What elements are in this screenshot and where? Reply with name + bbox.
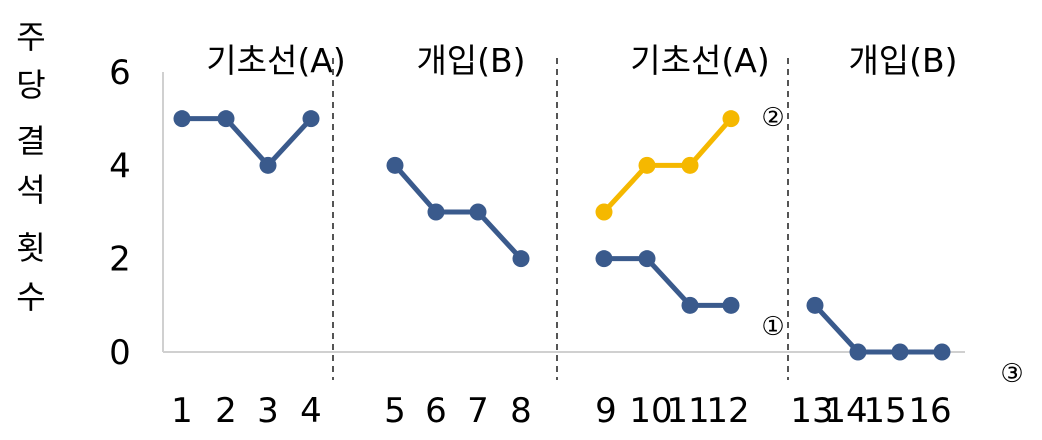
series-1-point <box>722 296 740 314</box>
series-1-point <box>302 110 320 128</box>
series-2-line-segment <box>601 116 734 215</box>
phase-label: 개입(B) <box>416 41 525 80</box>
series-1-line-segment <box>601 256 734 308</box>
series-1-line-segment <box>179 116 314 168</box>
x-tick-label: 11 <box>666 391 709 431</box>
series-1-point <box>891 343 909 361</box>
series-markers: ① ② ③ <box>761 103 1023 389</box>
y-axis-label-char: 당 <box>16 66 45 104</box>
series-1-point <box>595 250 613 268</box>
series-layer <box>173 110 951 361</box>
x-tick-label: 3 <box>257 391 279 431</box>
phase-label: 개입(B) <box>848 41 957 80</box>
series-2-point <box>681 156 699 174</box>
series-1-line-segment <box>392 162 524 262</box>
series-1-point <box>386 156 404 174</box>
series-2-point <box>595 203 613 221</box>
x-tick-label: 16 <box>908 391 951 431</box>
marker-label-1: ① <box>761 312 784 342</box>
series-1-point <box>173 110 191 128</box>
x-tick-label: 15 <box>863 391 906 431</box>
x-tick-label: 2 <box>215 391 237 431</box>
phase-dividers <box>332 58 789 380</box>
series-1-point <box>217 110 235 128</box>
phase-label: 기초선(A) <box>630 41 769 80</box>
y-axis-label-char: 결 <box>16 122 45 160</box>
y-tick-label: 0 <box>109 333 131 373</box>
series-1-point <box>259 156 277 174</box>
y-axis-label-char: 수 <box>16 278 45 316</box>
x-tick-label: 8 <box>510 391 532 431</box>
series-1-point <box>638 250 656 268</box>
phase-label: 기초선(A) <box>206 41 345 80</box>
series-1-point <box>469 203 487 221</box>
y-tick-labels: 0 2 4 6 <box>109 53 131 373</box>
series-1-point <box>681 296 699 314</box>
series-1-point <box>806 296 824 314</box>
x-tick-label: 1 <box>171 391 193 431</box>
series-2-point <box>722 110 740 128</box>
y-axis-label-char: 주 <box>16 18 45 56</box>
y-tick-label: 6 <box>109 53 131 93</box>
y-axis-label-char: 석 <box>16 171 45 209</box>
x-tick-label: 13 <box>790 391 833 431</box>
x-tick-label: 6 <box>425 391 447 431</box>
series-1-point <box>512 250 530 268</box>
axes <box>162 72 965 353</box>
x-tick-label: 10 <box>629 391 672 431</box>
phase-labels: 기초선(A) 개입(B) 기초선(A) 개입(B) <box>206 41 957 80</box>
x-tick-label: 5 <box>384 391 406 431</box>
series-1-point <box>933 343 951 361</box>
y-tick-label: 4 <box>109 146 131 186</box>
x-tick-label: 7 <box>467 391 489 431</box>
marker-label-3: ③ <box>1000 359 1023 389</box>
marker-label-2: ② <box>761 103 784 133</box>
x-tick-label: 12 <box>706 391 749 431</box>
x-tick-label: 14 <box>824 391 867 431</box>
y-tick-label: 2 <box>109 240 131 280</box>
y-axis-label-char: 횟 <box>16 229 45 267</box>
x-tick-label: 4 <box>300 391 322 431</box>
series-1-point <box>427 203 445 221</box>
series-2-point <box>638 156 656 174</box>
x-tick-label: 9 <box>595 391 617 431</box>
series-1-line-segment <box>812 302 945 355</box>
series-1-point <box>849 343 867 361</box>
